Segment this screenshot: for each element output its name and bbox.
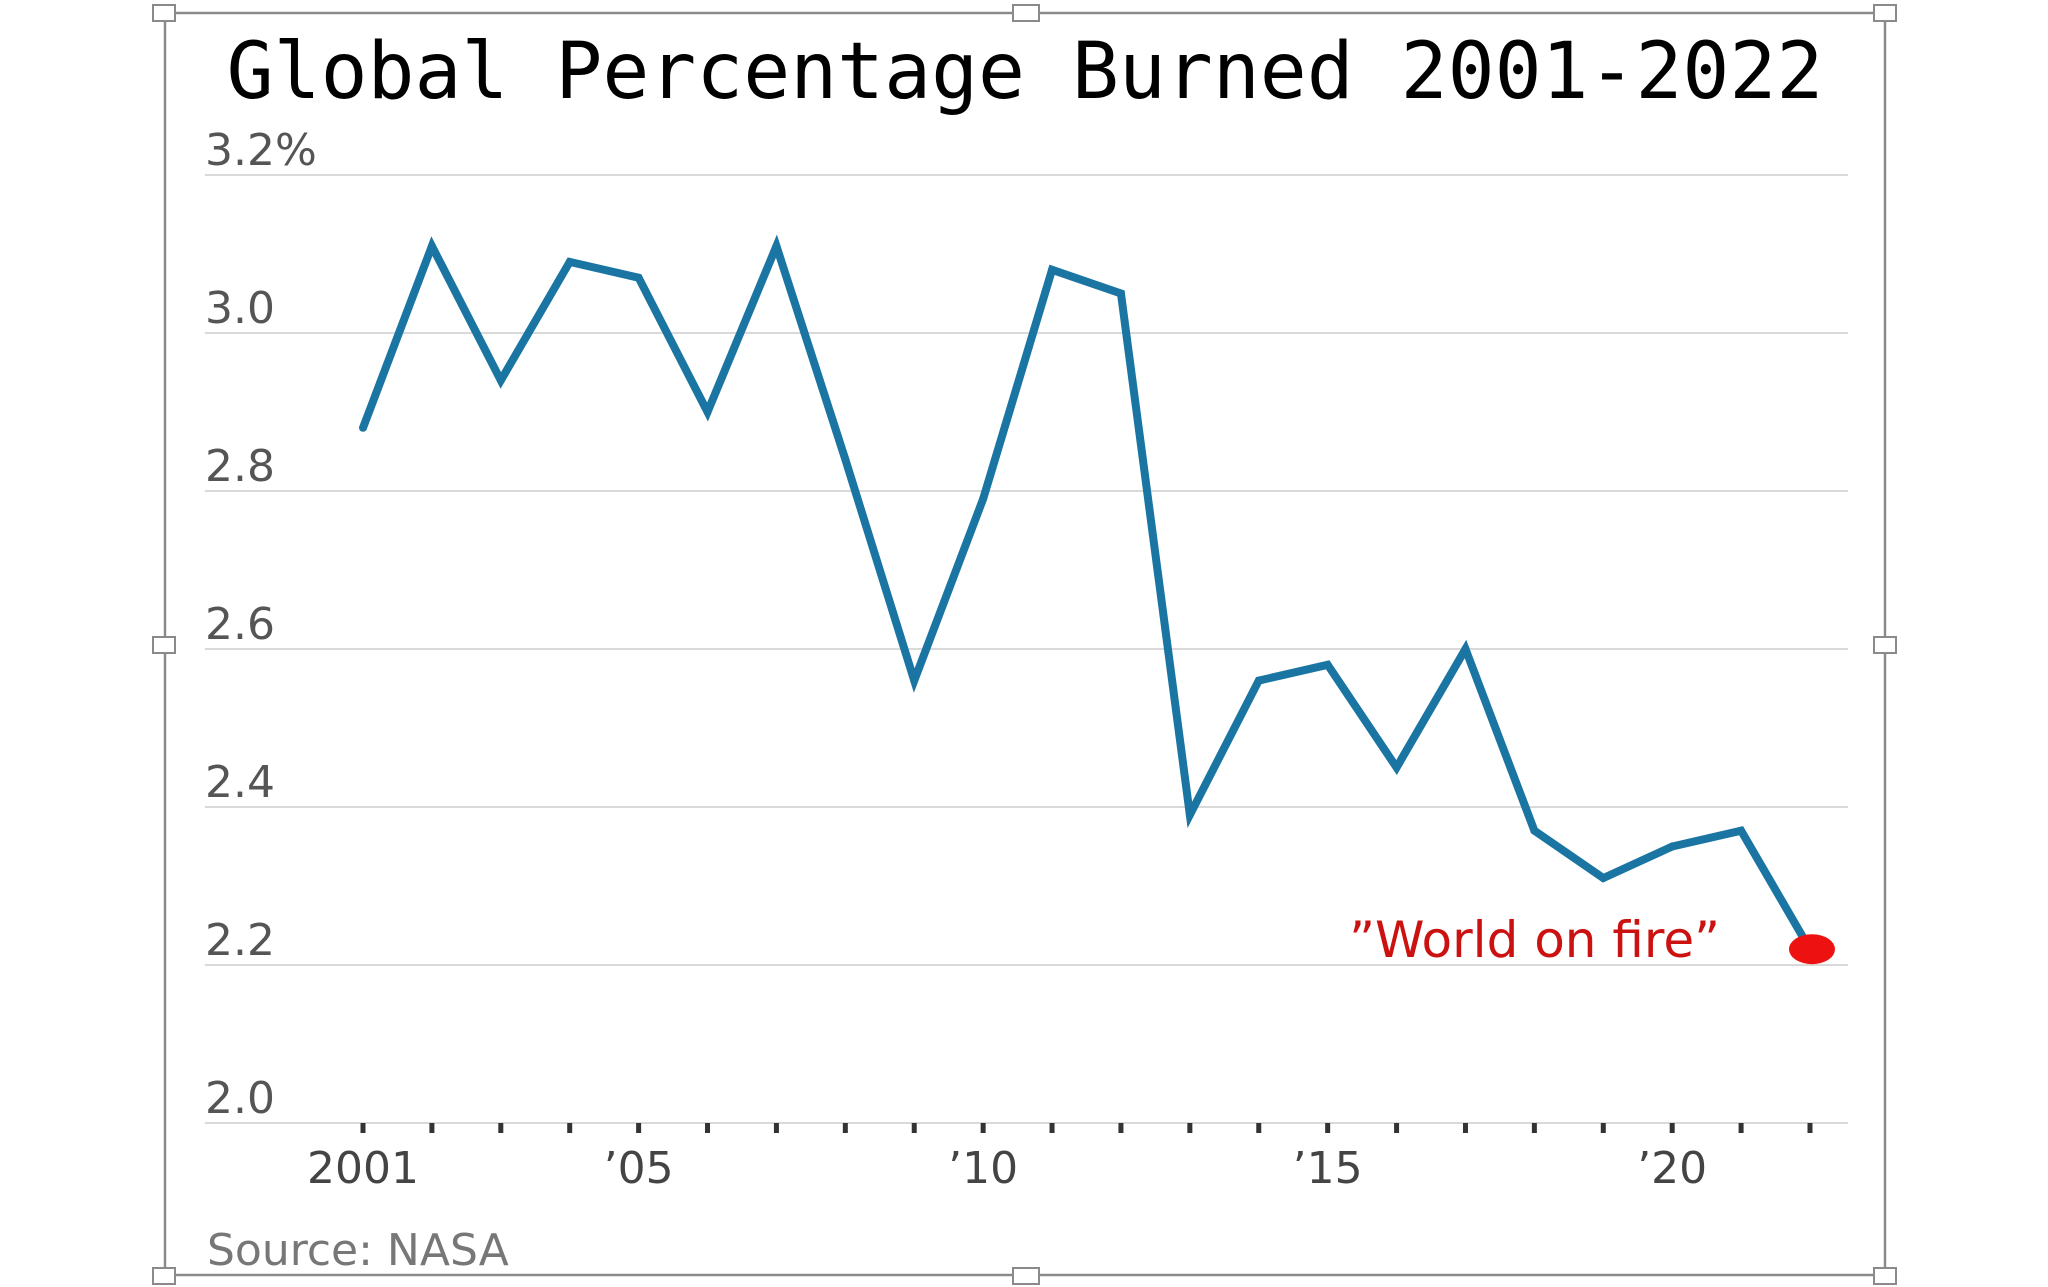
- x-tick-label: ’05: [604, 1143, 674, 1194]
- grid-lines: [205, 174, 1848, 1124]
- resize-handle-middle-left[interactable]: [152, 636, 176, 654]
- y-tick-label: 2.4: [205, 757, 275, 808]
- resize-handle-top-center[interactable]: [1012, 4, 1040, 22]
- resize-handle-top-left[interactable]: [152, 4, 176, 22]
- data-point: [1737, 826, 1746, 835]
- x-tick-label: ’10: [948, 1143, 1018, 1194]
- y-tick-labels: 3.2% 3.0 2.8 2.6 2.4 2.2 2.0: [205, 125, 317, 1124]
- series-layer: [359, 234, 1814, 954]
- y-tick-label: 2.6: [205, 599, 275, 650]
- data-point: [1048, 265, 1057, 274]
- data-point: [1668, 842, 1677, 851]
- data-point: [979, 494, 988, 503]
- series-line: [359, 234, 1814, 952]
- data-point: [359, 423, 367, 432]
- data-point: [1323, 660, 1332, 669]
- data-point: [565, 257, 574, 266]
- data-point: [1392, 763, 1401, 772]
- resize-handle-middle-right[interactable]: [1873, 636, 1897, 654]
- annotation-label: ”World on fire”: [1349, 911, 1720, 969]
- data-point: [1599, 874, 1608, 883]
- data-point: [910, 676, 919, 685]
- data-point: [841, 455, 850, 464]
- y-tick-label: 2.0: [205, 1073, 275, 1124]
- x-tick-label: ’20: [1637, 1143, 1707, 1194]
- resize-handle-bottom-center[interactable]: [1012, 1267, 1040, 1285]
- data-point: [1530, 826, 1539, 835]
- data-point: [772, 242, 781, 251]
- source-note: Source: NASA: [207, 1225, 509, 1276]
- y-tick-label: 2.8: [205, 441, 275, 492]
- data-point: [1461, 645, 1470, 653]
- annotation-marker: [1789, 934, 1835, 965]
- data-point: [703, 408, 712, 416]
- annotation-layer: ”World on fire”: [1349, 911, 1835, 969]
- x-tick-marks: [360, 1123, 1813, 1133]
- x-tick-labels: 2001 ’05 ’10 ’15 ’20: [307, 1143, 1707, 1194]
- data-point: [634, 273, 643, 282]
- resize-handle-bottom-left[interactable]: [152, 1267, 176, 1285]
- resize-handle-top-right[interactable]: [1873, 4, 1897, 22]
- chart-title: Global Percentage Burned 2001-2022: [227, 27, 1824, 117]
- y-tick-label: 3.2%: [205, 125, 317, 176]
- x-tick-label: ’15: [1293, 1143, 1363, 1194]
- data-point: [1116, 289, 1125, 298]
- y-tick-label: 2.2: [205, 915, 275, 966]
- data-point: [496, 376, 505, 385]
- resize-handle-bottom-right[interactable]: [1873, 1267, 1897, 1285]
- selection-frame: [163, 11, 1887, 1277]
- y-tick-label: 3.0: [205, 283, 275, 334]
- data-point: [1254, 676, 1263, 685]
- data-point: [427, 242, 436, 251]
- x-tick-label: 2001: [307, 1143, 419, 1194]
- data-point: [1185, 810, 1194, 819]
